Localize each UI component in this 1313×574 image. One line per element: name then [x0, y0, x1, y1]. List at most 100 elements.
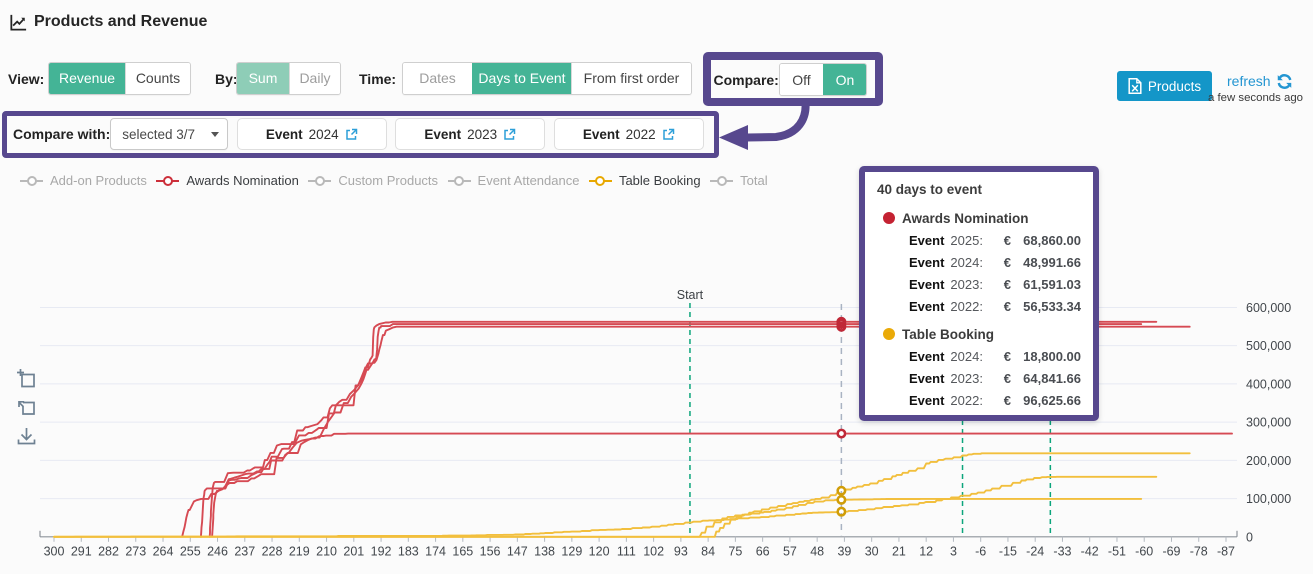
svg-text:156: 156 [480, 544, 501, 558]
products-button-label: Products [1147, 78, 1202, 94]
legend-item-awards-nomination[interactable]: Awards Nomination [156, 173, 299, 188]
currency-symbol: € [1003, 298, 1011, 314]
time-option-dates[interactable]: Dates [403, 62, 472, 94]
tooltip-event-year: 2022: [950, 298, 983, 314]
svg-text:200,000: 200,000 [1246, 454, 1291, 468]
tooltip-title: 40 days to event [877, 182, 983, 197]
tooltip-group-table-booking: Table Booking [883, 325, 1081, 343]
svg-text:129: 129 [561, 544, 582, 558]
tooltip-value: 56,533.34 [1023, 298, 1081, 314]
time-option-from-first-order[interactable]: From first order [571, 62, 691, 94]
event-2022-button[interactable]: Event 2022 [553, 117, 704, 151]
legend-label: Total [740, 173, 768, 188]
by-toggle: Sum Daily [236, 61, 341, 95]
event-2023-button[interactable]: Event 2023 [395, 117, 546, 151]
svg-text:39: 39 [837, 544, 851, 558]
panel-header: Products and Revenue [10, 13, 207, 31]
svg-text:-42: -42 [1081, 544, 1099, 558]
event-button-label: Event [582, 126, 620, 142]
tooltip-event-year: 2023: [950, 370, 983, 386]
legend-marker [710, 175, 734, 186]
selection-zoom-icon[interactable] [16, 368, 37, 389]
tooltip-event-label: Event [909, 254, 945, 270]
legend-marker [308, 175, 332, 186]
svg-text:30: 30 [865, 544, 879, 558]
tooltip-group-name: Awards Nomination [902, 210, 1029, 226]
svg-text:Start: Start [677, 288, 704, 302]
products-button[interactable]: Products [1117, 71, 1212, 101]
refresh-link[interactable]: refresh [1227, 73, 1292, 89]
currency-symbol: € [1003, 232, 1011, 248]
svg-text:-69: -69 [1162, 544, 1180, 558]
svg-text:210: 210 [316, 544, 337, 558]
tooltip-event-year: 2023: [950, 276, 983, 292]
tooltip-row: Event 2022: €56,533.34 [877, 295, 1081, 317]
currency-symbol: € [1003, 370, 1011, 386]
compare-option-on[interactable]: On [823, 64, 866, 95]
zoom-reset-icon[interactable] [16, 397, 37, 418]
tooltip-row: Event 2024: €48,991.66 [877, 251, 1081, 273]
tooltip-event-label: Event [909, 232, 945, 248]
tooltip-value: 64,841.66 [1023, 370, 1081, 386]
tooltip-group-awards: Awards Nomination [883, 209, 1081, 227]
svg-text:102: 102 [643, 544, 664, 558]
legend-item-custom-products[interactable]: Custom Products [308, 173, 438, 188]
compare-option-off[interactable]: Off [780, 64, 823, 95]
legend-item-total[interactable]: Total [710, 173, 768, 188]
legend-item-table-booking[interactable]: Table Booking [588, 173, 701, 188]
svg-text:93: 93 [674, 544, 688, 558]
tooltip-value: 18,800.00 [1023, 348, 1081, 364]
series-dot-yellow [883, 328, 895, 340]
by-option-daily[interactable]: Daily [289, 62, 340, 94]
view-option-revenue[interactable]: Revenue [49, 62, 125, 94]
svg-text:400,000: 400,000 [1246, 377, 1291, 391]
file-excel-icon [1128, 78, 1142, 94]
chart-toolbar [16, 368, 37, 447]
tooltip-row: Event 2024: €18,800.00 [877, 345, 1081, 367]
tooltip-group-name: Table Booking [902, 326, 995, 342]
compare-with-row: Compare with: selected 3/7 Event 2024 Ev… [2, 110, 719, 158]
download-icon[interactable] [16, 426, 37, 447]
time-option-days-to-event[interactable]: Days to Event [472, 62, 571, 94]
svg-text:21: 21 [892, 544, 906, 558]
legend-label: Custom Products [338, 173, 439, 188]
chevron-down-icon [211, 131, 220, 137]
page-title: Products and Revenue [34, 13, 208, 30]
chart-tooltip: 40 days to event Awards Nomination Event… [859, 166, 1099, 421]
by-label: By: [215, 71, 238, 87]
svg-text:-24: -24 [1026, 544, 1044, 558]
event-button-year: 2022 [625, 126, 656, 142]
svg-text:264: 264 [153, 544, 174, 558]
svg-text:-15: -15 [999, 544, 1017, 558]
svg-text:291: 291 [71, 544, 92, 558]
svg-text:138: 138 [534, 544, 555, 558]
external-link-icon [345, 128, 357, 140]
svg-text:0: 0 [1246, 530, 1253, 544]
refresh-icon [1277, 73, 1291, 89]
svg-text:-87: -87 [1217, 544, 1235, 558]
legend-marker [20, 175, 43, 186]
svg-text:-33: -33 [1053, 544, 1071, 558]
legend-item-addon-products[interactable]: Add-on Products [20, 173, 147, 188]
svg-text:66: 66 [756, 544, 770, 558]
by-option-sum[interactable]: Sum [237, 62, 289, 94]
event-button-year: 2024 [308, 126, 339, 142]
tooltip-event-year: 2022: [950, 392, 983, 408]
refresh-label: refresh [1227, 73, 1271, 89]
svg-text:246: 246 [207, 544, 228, 558]
svg-text:192: 192 [371, 544, 392, 558]
svg-text:84: 84 [701, 544, 715, 558]
view-option-counts[interactable]: Counts [125, 62, 190, 94]
compare-events-dropdown[interactable]: selected 3/7 [110, 117, 229, 151]
event-2024-button[interactable]: Event 2024 [236, 117, 387, 151]
legend-item-event-attendance[interactable]: Event Attendance [447, 173, 580, 188]
svg-text:500,000: 500,000 [1246, 339, 1291, 353]
time-toggle: Dates Days to Event From first order [402, 61, 692, 95]
legend-label: Event Attendance [477, 173, 580, 188]
legend-marker [588, 175, 612, 186]
series-dot-red [883, 212, 895, 224]
event-button-label: Event [265, 126, 303, 142]
tooltip-event-year: 2024: [950, 254, 983, 270]
compare-toggle: Off On [779, 63, 867, 96]
